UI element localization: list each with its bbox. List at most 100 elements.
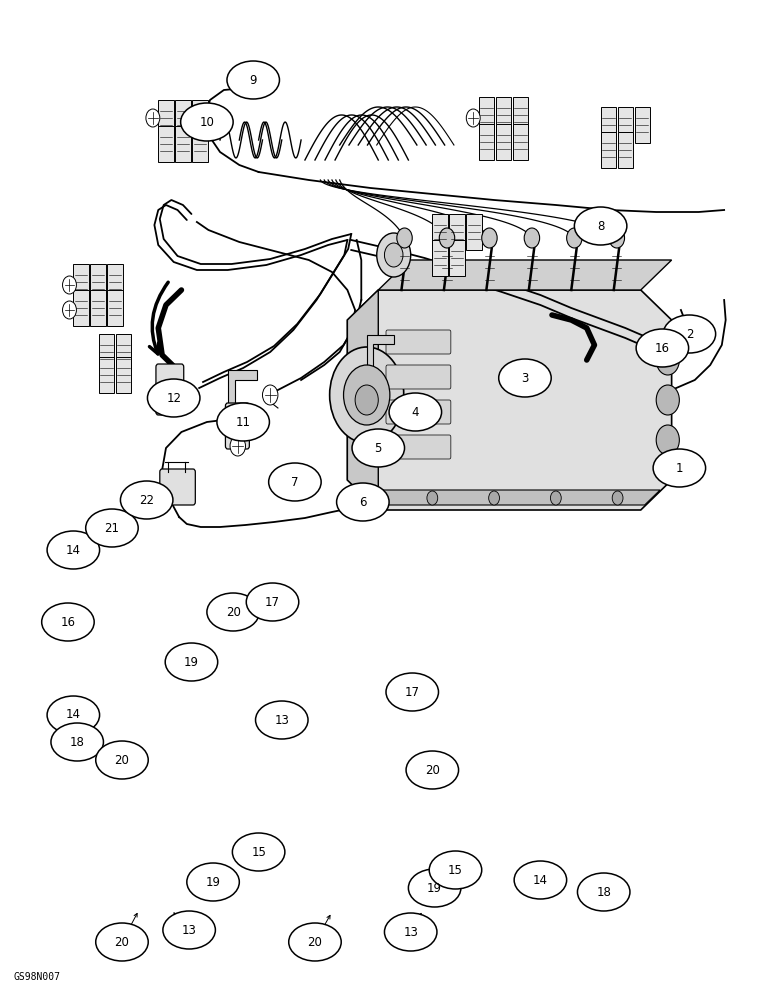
Ellipse shape <box>289 923 341 961</box>
Text: 18: 18 <box>596 886 611 898</box>
Text: 19: 19 <box>205 876 221 888</box>
FancyBboxPatch shape <box>618 107 633 143</box>
Text: 1: 1 <box>676 462 683 475</box>
FancyBboxPatch shape <box>225 403 249 449</box>
Circle shape <box>377 233 411 277</box>
Text: 13: 13 <box>181 924 197 936</box>
Circle shape <box>550 491 561 505</box>
FancyBboxPatch shape <box>73 264 89 300</box>
Circle shape <box>567 228 582 248</box>
Text: 4: 4 <box>411 406 419 418</box>
Ellipse shape <box>406 751 459 789</box>
Circle shape <box>612 491 623 505</box>
FancyBboxPatch shape <box>175 126 191 162</box>
Text: 3: 3 <box>521 371 529 384</box>
Text: 2: 2 <box>686 328 693 340</box>
Ellipse shape <box>352 429 405 467</box>
FancyBboxPatch shape <box>601 107 616 143</box>
Ellipse shape <box>337 483 389 521</box>
FancyBboxPatch shape <box>99 334 114 370</box>
FancyBboxPatch shape <box>449 214 465 250</box>
Text: 15: 15 <box>251 846 266 858</box>
FancyBboxPatch shape <box>90 264 106 300</box>
Circle shape <box>466 109 480 127</box>
Circle shape <box>397 228 412 248</box>
FancyBboxPatch shape <box>156 364 184 415</box>
Ellipse shape <box>653 449 706 487</box>
Ellipse shape <box>217 403 269 441</box>
Ellipse shape <box>386 673 438 711</box>
FancyBboxPatch shape <box>466 214 482 250</box>
Ellipse shape <box>514 861 567 899</box>
Ellipse shape <box>384 913 437 951</box>
Ellipse shape <box>256 701 308 739</box>
FancyBboxPatch shape <box>513 97 528 133</box>
Circle shape <box>439 228 455 248</box>
FancyBboxPatch shape <box>90 290 106 326</box>
Text: 14: 14 <box>66 544 81 556</box>
Ellipse shape <box>207 593 259 631</box>
Polygon shape <box>367 335 394 370</box>
FancyBboxPatch shape <box>601 132 616 168</box>
Text: 20: 20 <box>114 754 130 766</box>
Text: 9: 9 <box>249 74 257 87</box>
Ellipse shape <box>163 911 215 949</box>
FancyBboxPatch shape <box>158 126 174 162</box>
Text: 10: 10 <box>199 115 215 128</box>
Text: 5: 5 <box>374 442 382 454</box>
Ellipse shape <box>429 851 482 889</box>
FancyBboxPatch shape <box>175 100 191 136</box>
Ellipse shape <box>269 463 321 501</box>
FancyBboxPatch shape <box>116 334 131 370</box>
Ellipse shape <box>227 61 279 99</box>
Text: 20: 20 <box>307 936 323 948</box>
FancyBboxPatch shape <box>432 240 448 276</box>
Text: 20: 20 <box>114 936 130 948</box>
Text: 8: 8 <box>597 220 604 232</box>
FancyBboxPatch shape <box>479 124 494 160</box>
FancyBboxPatch shape <box>635 107 650 143</box>
Circle shape <box>656 385 679 415</box>
FancyBboxPatch shape <box>107 264 123 300</box>
Circle shape <box>355 385 378 415</box>
Polygon shape <box>228 370 257 408</box>
Circle shape <box>230 436 245 456</box>
FancyBboxPatch shape <box>513 124 528 160</box>
FancyBboxPatch shape <box>99 357 114 393</box>
Text: 19: 19 <box>427 882 442 894</box>
Ellipse shape <box>499 359 551 397</box>
Ellipse shape <box>389 393 442 431</box>
Ellipse shape <box>47 531 100 569</box>
Ellipse shape <box>636 329 689 367</box>
Text: 17: 17 <box>265 595 280 608</box>
Ellipse shape <box>86 509 138 547</box>
Text: 21: 21 <box>104 522 120 534</box>
Ellipse shape <box>577 873 630 911</box>
FancyBboxPatch shape <box>158 100 174 136</box>
FancyBboxPatch shape <box>73 290 89 326</box>
FancyBboxPatch shape <box>386 435 451 459</box>
Ellipse shape <box>574 207 627 245</box>
Circle shape <box>656 425 679 455</box>
Text: 13: 13 <box>274 714 290 726</box>
Ellipse shape <box>181 103 233 141</box>
Ellipse shape <box>147 379 200 417</box>
FancyBboxPatch shape <box>192 126 208 162</box>
Circle shape <box>63 276 76 294</box>
Circle shape <box>609 228 625 248</box>
FancyBboxPatch shape <box>449 240 465 276</box>
Ellipse shape <box>165 643 218 681</box>
FancyBboxPatch shape <box>160 469 195 505</box>
Text: 19: 19 <box>184 656 199 668</box>
Ellipse shape <box>232 833 285 871</box>
FancyBboxPatch shape <box>618 132 633 168</box>
Polygon shape <box>347 290 672 510</box>
FancyBboxPatch shape <box>192 100 208 136</box>
Text: 17: 17 <box>405 686 420 698</box>
Circle shape <box>489 491 499 505</box>
Circle shape <box>656 345 679 375</box>
FancyBboxPatch shape <box>386 330 451 354</box>
Ellipse shape <box>96 741 148 779</box>
Text: 14: 14 <box>66 708 81 722</box>
Text: 13: 13 <box>403 926 418 938</box>
